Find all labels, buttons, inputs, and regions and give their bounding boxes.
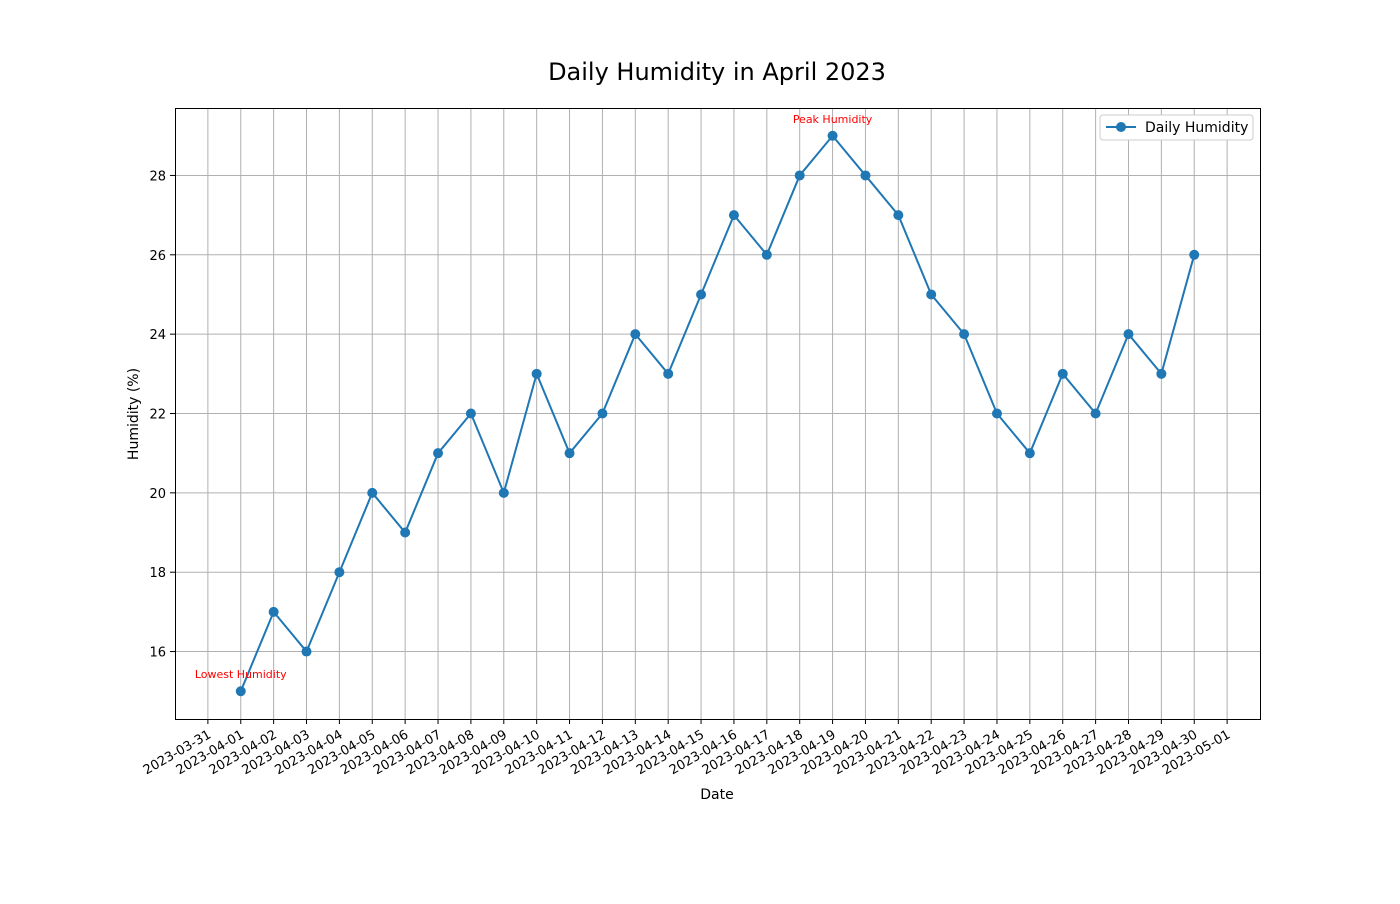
y-tick-label: 16 [149,646,166,661]
data-point [235,686,246,697]
data-point [761,249,772,260]
chart-title: Daily Humidity in April 2023 [548,58,886,86]
data-point [301,646,312,657]
x-axis-label: Date [700,787,733,803]
data-point [926,289,937,300]
data-point [893,210,904,221]
series-layer [235,130,1200,697]
y-tick-label: 26 [149,249,166,264]
data-point [991,408,1002,419]
legend-marker-sample [1116,122,1126,132]
legend-label: Daily Humidity [1145,120,1248,136]
annotation-layer: Peak Humidity Lowest Humidity [195,113,873,681]
data-point [696,289,707,300]
y-tick-label: 28 [149,169,166,184]
data-point [794,170,805,181]
data-point [827,130,838,141]
data-point [1156,368,1167,379]
data-point [597,408,608,419]
data-point [1123,329,1134,340]
data-point [1057,368,1068,379]
y-tick-label: 24 [149,328,166,343]
data-point [465,408,476,419]
y-tick-label: 22 [149,408,166,423]
data-point [367,487,378,498]
data-point [630,329,641,340]
y-axis-label: Humidity (%) [126,368,142,460]
series-line-daily-humidity [239,134,1196,692]
x-axis: 2023-03-312023-04-012023-04-022023-04-03… [141,719,1233,778]
data-point [334,567,345,578]
data-point [728,210,739,221]
data-point [959,329,970,340]
data-point [663,368,674,379]
annotation-label: Peak Humidity [793,113,873,126]
data-point [1189,249,1200,260]
data-point [1090,408,1101,419]
data-point [498,487,509,498]
data-point [1024,448,1035,459]
legend-frame [1099,114,1254,141]
annotation-label: Lowest Humidity [195,668,287,681]
data-point [433,448,444,459]
y-tick-label: 18 [149,566,166,581]
data-point [268,606,279,617]
data-point [860,170,871,181]
data-point [531,368,542,379]
plot-area-frame [175,108,1261,720]
y-axis: 16 18 20 22 24 26 28 [149,169,175,661]
data-point [564,448,575,459]
y-tick-label: 20 [149,487,166,502]
data-point [400,527,411,538]
legend: Daily Humidity [1099,114,1254,141]
